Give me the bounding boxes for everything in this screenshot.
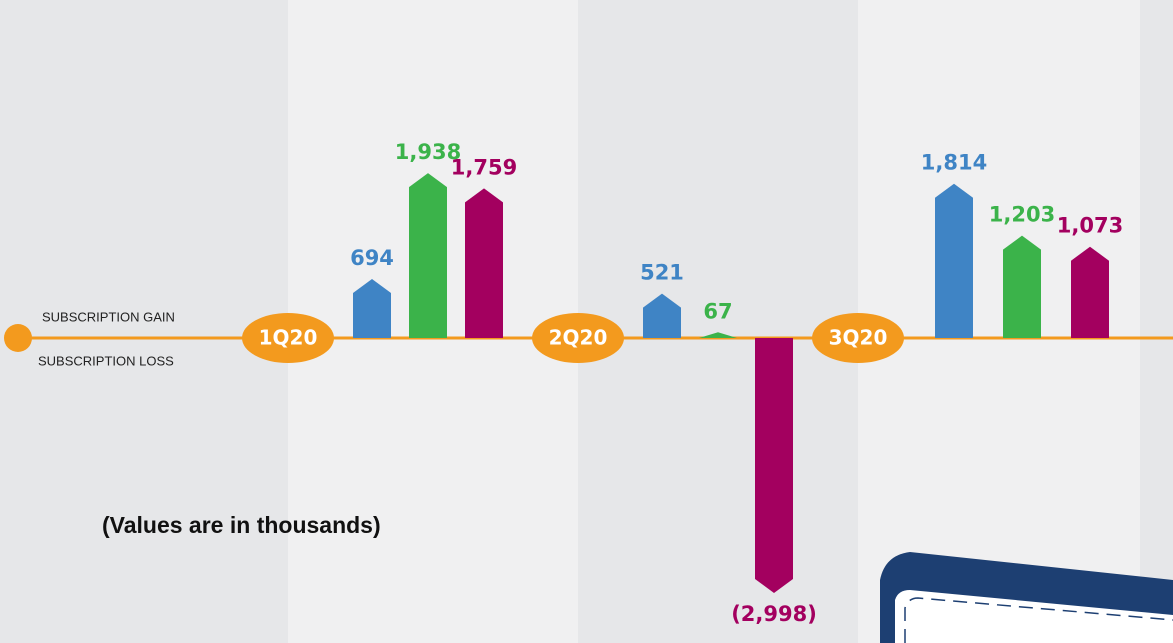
bar bbox=[643, 293, 681, 338]
value-label: 1,814 bbox=[921, 151, 987, 175]
category-oval bbox=[812, 313, 904, 363]
value-label: 1,938 bbox=[395, 140, 461, 164]
category-oval bbox=[532, 313, 624, 363]
bar bbox=[1071, 246, 1109, 338]
value-label: 521 bbox=[640, 261, 684, 285]
value-label: 694 bbox=[350, 246, 394, 270]
stripe bbox=[0, 0, 288, 643]
bar bbox=[699, 332, 737, 338]
bar bbox=[935, 183, 973, 338]
value-label: 1,073 bbox=[1057, 214, 1123, 238]
card-decoration bbox=[895, 590, 1173, 643]
note: (Values are in thousands) bbox=[102, 512, 381, 538]
gain-label: SUBSCRIPTION GAIN bbox=[42, 309, 175, 324]
category-label: 3Q20 bbox=[829, 326, 888, 350]
bar bbox=[755, 338, 793, 593]
stripe bbox=[1140, 0, 1173, 643]
category-oval bbox=[242, 313, 334, 363]
baseline-dot bbox=[4, 324, 32, 352]
value-label: (2,998) bbox=[731, 602, 817, 626]
category-label: 2Q20 bbox=[549, 326, 608, 350]
bar bbox=[409, 173, 447, 338]
category-label: 1Q20 bbox=[259, 326, 318, 350]
card-decoration bbox=[904, 597, 1173, 643]
value-label: 67 bbox=[703, 299, 732, 323]
value-label: 1,759 bbox=[451, 155, 517, 179]
value-label: 1,203 bbox=[989, 203, 1055, 227]
bar bbox=[353, 278, 391, 338]
bar bbox=[465, 188, 503, 338]
bar bbox=[1003, 235, 1041, 338]
stripe bbox=[578, 0, 858, 643]
loss-label: SUBSCRIPTION LOSS bbox=[38, 353, 174, 368]
